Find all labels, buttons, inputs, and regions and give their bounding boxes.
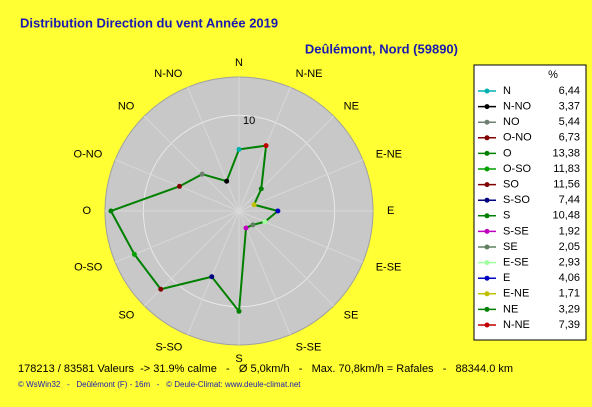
spoke [143, 115, 240, 212]
legend-value: 5,44 [559, 116, 580, 128]
direction-label: O-SO [74, 262, 103, 274]
direction-label: SE [344, 310, 359, 322]
legend-marker [484, 135, 490, 141]
wind-marker [158, 286, 164, 292]
legend-label: N-NO [503, 101, 532, 113]
legend-label: E-NE [503, 288, 529, 300]
wind-marker [176, 183, 182, 189]
wind-marker [263, 143, 269, 149]
credits: © WsWin32 - Deûlémont (F) - 16m - © Deul… [18, 380, 301, 389]
legend-value: 11,83 [553, 163, 580, 175]
legend-label: NE [503, 303, 518, 315]
legend-value: 2,05 [559, 241, 580, 253]
direction-label: E [387, 205, 394, 217]
legend-label: O-SO [503, 163, 532, 175]
spoke [238, 210, 291, 335]
spoke [238, 210, 335, 307]
legend-marker [484, 244, 490, 250]
direction-label: E-NE [376, 148, 402, 160]
spoke [187, 87, 240, 212]
legend-label: SE [503, 241, 518, 253]
legend-label: O-NO [503, 132, 532, 144]
r-tick-label: 10 [243, 115, 255, 127]
wind-marker [108, 208, 114, 214]
legend-header: % [548, 69, 558, 81]
wind-marker [251, 202, 257, 208]
legend-marker [484, 197, 490, 203]
legend-value: 2,93 [559, 257, 580, 269]
chart-title: Distribution Direction du vent Année 201… [20, 15, 278, 30]
legend-value: 11,56 [553, 179, 580, 191]
legend-label: N [503, 85, 511, 97]
legend-label: E-SE [503, 257, 529, 269]
legend-label: SO [503, 179, 519, 191]
legend-marker [484, 291, 490, 297]
wind-marker [199, 171, 205, 177]
direction-label: N-NE [296, 68, 323, 80]
wind-marker [131, 251, 137, 257]
footer: 178213 / 83581 Valeurs -> 31.9% calme - … [18, 363, 513, 375]
legend-marker [484, 88, 490, 94]
legend-label: O [503, 147, 512, 159]
legend-marker [484, 150, 490, 156]
wind-marker [250, 222, 256, 228]
spoke [238, 115, 335, 212]
direction-label: NO [118, 100, 135, 112]
legend-value: 10,48 [552, 210, 580, 222]
legend-marker [484, 322, 490, 328]
legend-value: 7,39 [559, 319, 580, 331]
direction-label: S-SE [296, 342, 322, 354]
legend-marker [484, 104, 490, 110]
direction-label: O-NO [74, 148, 103, 160]
legend-value: 1,71 [559, 288, 580, 300]
legend-marker [484, 119, 490, 125]
wind-marker [236, 146, 242, 152]
legend-value: 13,38 [552, 147, 580, 159]
spoke [238, 87, 291, 212]
direction-label: N-NO [154, 68, 183, 80]
legend-value: 4,06 [559, 272, 580, 284]
chart-subtitle: Deûlémont, Nord (59890) [305, 41, 458, 56]
direction-label: E-SE [376, 262, 402, 274]
spoke [187, 210, 240, 335]
spoke [238, 210, 363, 263]
legend-value: 1,92 [559, 225, 580, 237]
legend-marker [484, 228, 490, 234]
wind-marker [243, 225, 249, 231]
legend-marker [484, 275, 490, 281]
wind-marker [209, 274, 215, 280]
legend-label: E [503, 272, 510, 284]
wind-marker [258, 186, 264, 192]
wind-marker [224, 178, 230, 184]
legend-value: 3,29 [559, 303, 580, 315]
legend-value: 3,37 [559, 101, 580, 113]
wind-marker [262, 219, 268, 225]
direction-label: S-SO [155, 342, 182, 354]
legend-value: 6,44 [559, 85, 580, 97]
spoke [238, 159, 363, 212]
direction-label: N [235, 57, 243, 69]
legend-label: S-SE [503, 225, 529, 237]
legend-value: 7,44 [559, 194, 580, 206]
legend-label: NO [503, 116, 520, 128]
spoke [115, 159, 240, 212]
legend-marker [484, 213, 490, 219]
legend-value: 6,73 [559, 132, 580, 144]
wind-marker [236, 308, 242, 314]
wind-marker [275, 208, 281, 214]
direction-label: S [235, 353, 242, 365]
legend-label: S [503, 210, 510, 222]
legend-marker [484, 166, 490, 172]
legend-marker [484, 260, 490, 266]
legend-label: S-SO [503, 194, 530, 206]
direction-label: SO [118, 310, 134, 322]
legend-marker [484, 306, 490, 312]
legend-marker [484, 182, 490, 188]
legend-label: N-NE [503, 319, 530, 331]
direction-label: O [82, 205, 91, 217]
direction-label: NE [344, 100, 359, 112]
